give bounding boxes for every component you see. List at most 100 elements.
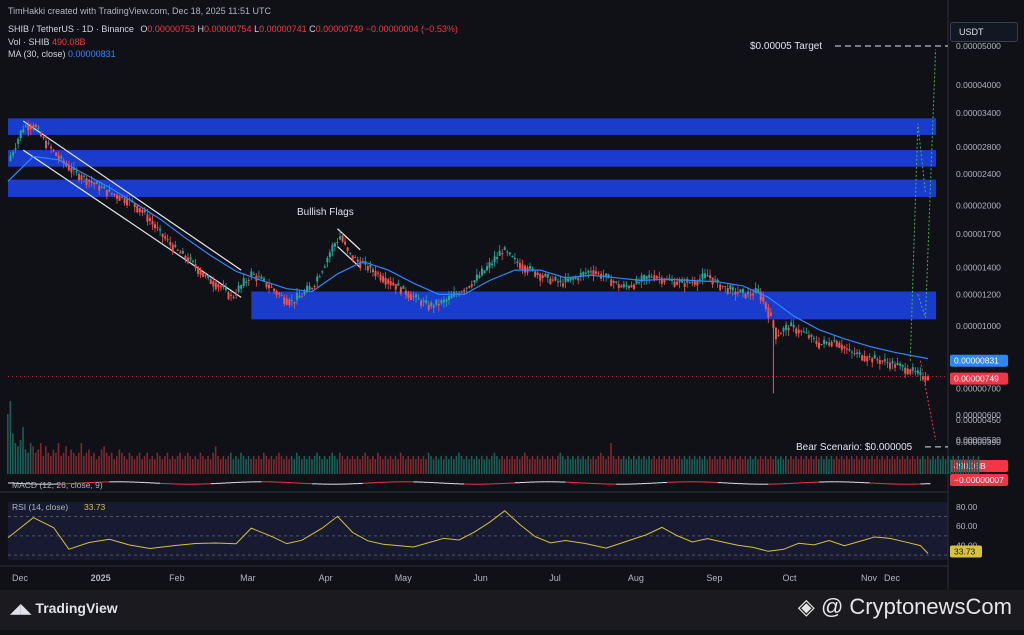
- volume-bar: [579, 459, 582, 474]
- volume-bar: [888, 459, 891, 474]
- candle-body: [848, 349, 851, 351]
- volume-bar: [795, 455, 797, 474]
- candle-body: [729, 285, 732, 290]
- volume-bar: [615, 459, 617, 474]
- ma-badge: [950, 354, 1008, 367]
- volume-bar: [85, 452, 88, 474]
- volume-bar: [151, 455, 154, 474]
- candle-body: [873, 354, 876, 359]
- volume-bar: [607, 455, 610, 474]
- volume-bar: [617, 455, 620, 474]
- volume-bar: [473, 459, 475, 474]
- candle-body: [465, 287, 468, 289]
- volume-bar: [34, 452, 37, 474]
- volume-bar: [339, 452, 341, 474]
- volume-bar: [937, 455, 939, 474]
- volume-bar: [356, 455, 359, 474]
- volume-bar: [567, 455, 569, 474]
- volume-bar: [105, 452, 108, 474]
- candle-body: [202, 272, 205, 277]
- volume-bar: [341, 455, 344, 474]
- candle-body: [463, 289, 466, 292]
- volume-bar: [640, 459, 643, 474]
- volume-bar: [556, 455, 559, 474]
- candle-body: [80, 175, 83, 180]
- candle-body: [50, 146, 53, 149]
- volume-bar: [75, 455, 78, 474]
- volume-bar: [696, 459, 698, 474]
- candle-body: [901, 365, 904, 367]
- candle-body: [392, 282, 395, 286]
- price-zone-4: [251, 291, 936, 320]
- volume-bar: [630, 459, 633, 474]
- candle-body: [741, 288, 744, 293]
- candle-body: [840, 344, 843, 350]
- volume-bar: [927, 455, 929, 474]
- volume-bar: [820, 455, 823, 474]
- macd-badge-text: −0.00000007: [954, 475, 1004, 485]
- candle-body: [896, 363, 899, 366]
- volume-bar: [278, 452, 280, 474]
- candle-body: [534, 271, 537, 277]
- currency-button[interactable]: USDT: [950, 22, 1018, 42]
- candle-body: [290, 300, 293, 302]
- volume-bar: [306, 459, 308, 474]
- candle-body: [579, 273, 582, 277]
- candle-body: [184, 255, 187, 259]
- volume-bar: [818, 459, 820, 474]
- candle-body: [450, 294, 453, 299]
- volume-bar: [242, 455, 245, 474]
- candle-body: [696, 280, 699, 286]
- candle-body: [587, 270, 590, 273]
- volume-bar: [896, 455, 899, 474]
- volume-bar: [620, 459, 622, 474]
- volume-bar: [29, 443, 32, 474]
- volume-bar: [711, 459, 714, 474]
- candle-body: [757, 289, 760, 293]
- volume-bar: [39, 443, 42, 474]
- volume-bar: [972, 455, 975, 474]
- rsi-tick-label: 40.00: [956, 541, 978, 551]
- volume-bar: [55, 452, 57, 474]
- volume-bar: [169, 459, 171, 474]
- y-tick-label: 0.00001700: [956, 229, 1001, 239]
- y-tick-label: 0.00004000: [956, 80, 1001, 90]
- candle-body: [883, 359, 886, 362]
- volume-bar: [70, 449, 72, 474]
- volume-bar: [458, 452, 460, 474]
- candle-body: [146, 214, 149, 222]
- footer: [0, 590, 1024, 630]
- volume-bar: [333, 455, 336, 474]
- candle-body: [176, 249, 179, 251]
- volume-bar: [518, 459, 521, 474]
- candle-body: [531, 268, 534, 271]
- flag-upper-line: [337, 228, 361, 251]
- symbol[interactable]: SHIB / TetherUS · 1D · Binance: [8, 24, 134, 34]
- candle-body: [866, 356, 869, 362]
- candle-body: [356, 259, 359, 262]
- volume-bar: [417, 455, 420, 474]
- volume-bar: [204, 459, 207, 474]
- candle-body: [562, 283, 565, 287]
- volume-bar: [440, 455, 442, 474]
- candle-body: [780, 333, 783, 335]
- channel-upper-line: [22, 120, 242, 271]
- volume-bar: [224, 459, 227, 474]
- volume-bar: [351, 455, 354, 474]
- candle-body: [308, 286, 311, 291]
- h-value: 0.00000754: [204, 24, 252, 34]
- candle-body: [133, 203, 136, 208]
- candle-body: [655, 276, 658, 279]
- candle-body: [709, 275, 712, 278]
- volume-bar: [506, 455, 508, 474]
- volume-bar: [802, 459, 805, 474]
- candle-body: [19, 130, 22, 139]
- candle-body: [777, 335, 780, 337]
- volume-badge-text: 490.08B: [954, 461, 986, 471]
- candle-body: [721, 285, 724, 287]
- volume-bar: [478, 459, 481, 474]
- candle-body: [303, 290, 306, 295]
- candle-body: [914, 370, 917, 373]
- candle-body: [909, 369, 912, 374]
- x-tick-label: May: [395, 573, 413, 583]
